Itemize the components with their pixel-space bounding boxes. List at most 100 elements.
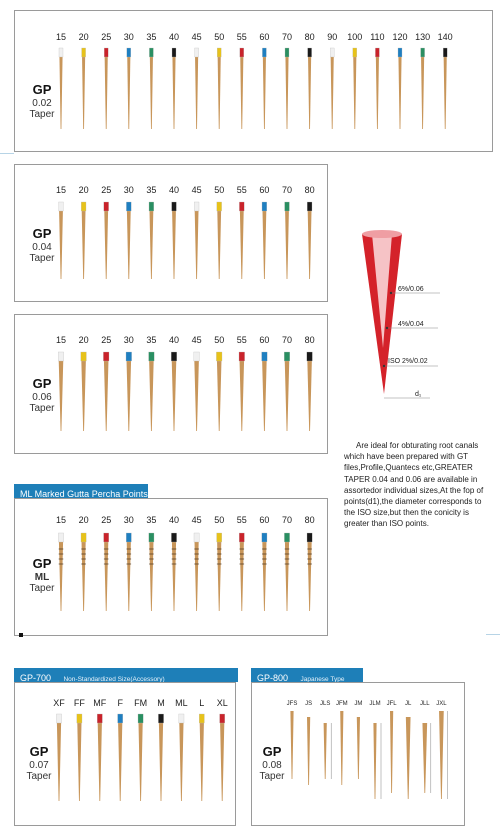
- gutta-percha-point: [307, 202, 312, 279]
- label-iso: ISO 2%/0.02: [388, 358, 428, 365]
- banner-title: GP-800: [257, 673, 289, 683]
- gutta-percha-point: [77, 714, 82, 801]
- size-label: 15: [56, 185, 66, 195]
- taper-value: 0.07: [29, 759, 49, 771]
- banner-subtitle: Japanese Type: [300, 676, 345, 683]
- size-label: FM: [134, 698, 147, 708]
- size-label: 60: [259, 32, 269, 42]
- color-cap: [80, 532, 87, 543]
- size-label: 70: [282, 335, 292, 345]
- color-cap: [171, 351, 177, 362]
- gutta-percha-point: [126, 202, 131, 279]
- gutta-percha-point: [443, 48, 447, 129]
- size-label: 20: [79, 335, 89, 345]
- color-cap: [239, 532, 245, 543]
- size-label: 50: [214, 185, 224, 195]
- gutta-percha-point: [356, 717, 360, 779]
- size-label: 20: [79, 32, 89, 42]
- gutta-percha-point: [103, 533, 109, 611]
- color-cap: [420, 47, 425, 58]
- size-label: 70: [282, 32, 292, 42]
- size-label: 55: [237, 32, 247, 42]
- taper-value: 0.04: [32, 241, 52, 253]
- taper-word: Taper: [29, 109, 55, 121]
- gutta-percha-point: [284, 352, 290, 431]
- size-label: 120: [392, 32, 407, 42]
- points-row: XF FF MF F FM M ML L XL: [53, 698, 228, 801]
- color-cap: [81, 201, 87, 212]
- color-cap: [103, 351, 110, 362]
- size-label: JLL: [420, 701, 430, 707]
- size-label: FF: [74, 698, 85, 708]
- color-cap: [97, 713, 103, 724]
- gutta-percha-point: [307, 717, 311, 785]
- taper-word: Taper: [26, 771, 52, 783]
- size-label: M: [157, 698, 165, 708]
- size-label: 50: [214, 32, 224, 42]
- gutta-percha-point: [81, 533, 86, 611]
- color-cap: [81, 47, 86, 58]
- gutta-percha-point: [126, 352, 132, 431]
- taper-value: 0.06: [32, 391, 52, 403]
- corner-marker: [19, 633, 23, 637]
- size-label: 35: [146, 185, 156, 195]
- gutta-percha-point: [149, 202, 154, 279]
- size-label: 50: [214, 515, 224, 525]
- size-label: MF: [93, 698, 106, 708]
- color-cap: [284, 351, 290, 362]
- gutta-percha-point: [194, 352, 200, 431]
- taper-label: GP 0.08 Taper: [254, 744, 290, 783]
- size-label: JLS: [320, 701, 330, 707]
- color-cap: [148, 351, 155, 362]
- color-cap: [125, 351, 132, 362]
- color-cap: [117, 713, 123, 724]
- taper-label: GP 0.06 Taper: [21, 376, 63, 415]
- gutta-percha-point: [285, 48, 289, 129]
- gutta-percha-point: [149, 533, 154, 611]
- cone-top: [362, 230, 402, 238]
- gutta-percha-point: [138, 714, 143, 801]
- taper-word: Taper: [29, 253, 55, 265]
- gutta-percha-point: [284, 533, 290, 611]
- edge-line-right: [486, 634, 500, 635]
- size-label: 70: [282, 515, 292, 525]
- gutta-percha-point: [390, 711, 394, 793]
- color-cap: [330, 47, 335, 58]
- color-cap: [58, 47, 64, 58]
- gutta-percha-point: [104, 48, 108, 129]
- color-cap: [171, 47, 177, 58]
- gutta-percha-point: [81, 352, 87, 431]
- gutta-percha-point: [216, 352, 222, 431]
- banner-subtitle: Non-Standardized Size(Accessory): [63, 676, 165, 683]
- size-label: XF: [53, 698, 65, 708]
- color-cap: [103, 532, 109, 543]
- gutta-percha-point: [353, 48, 357, 129]
- gutta-percha-point: [171, 202, 177, 279]
- taper-word: Taper: [29, 403, 55, 415]
- color-cap: [284, 201, 290, 212]
- size-label: 40: [169, 32, 179, 42]
- gutta-percha-point: [307, 48, 312, 129]
- size-label: 80: [305, 335, 315, 345]
- size-label: 80: [305, 515, 315, 525]
- color-cap: [306, 532, 313, 543]
- size-label: 60: [259, 515, 269, 525]
- size-label: 100: [347, 32, 362, 42]
- gutta-percha-point: [262, 202, 267, 279]
- size-label: JFS: [287, 701, 298, 707]
- cone-inner: [372, 234, 392, 348]
- size-label: F: [117, 698, 123, 708]
- size-label: 30: [124, 335, 134, 345]
- color-cap: [171, 201, 177, 212]
- gutta-percha-point: [284, 202, 290, 279]
- color-cap: [261, 351, 268, 362]
- gutta-percha-point: [375, 48, 380, 129]
- size-label: 25: [101, 335, 111, 345]
- gutta-percha-point: [420, 48, 425, 129]
- color-cap: [307, 201, 313, 212]
- gutta-percha-point: [194, 48, 199, 129]
- size-label: 55: [237, 185, 247, 195]
- gp800-banner: GP-800 Japanese Type: [251, 668, 363, 683]
- size-label: 40: [169, 335, 179, 345]
- color-cap: [193, 351, 200, 362]
